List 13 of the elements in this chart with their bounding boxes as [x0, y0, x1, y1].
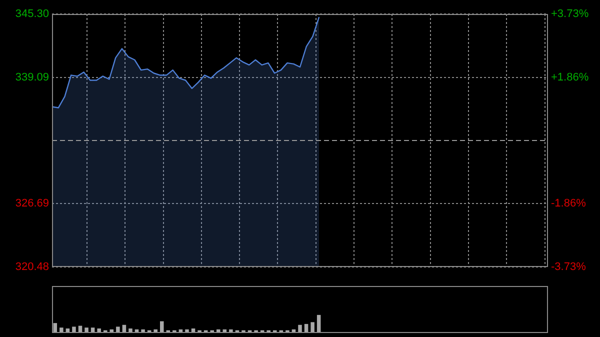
- y2-tick-label: -3.73%: [551, 261, 586, 274]
- y-tick-label: 339.09: [15, 71, 49, 84]
- y2-tick-label: +3.73%: [551, 8, 589, 20]
- bar: [116, 326, 120, 333]
- bar: [310, 322, 314, 333]
- y-tick-label: 326.69: [15, 198, 49, 210]
- bar: [72, 326, 76, 333]
- y-tick-label: 320.48: [15, 261, 49, 274]
- y-tick-label: 345.30: [15, 8, 49, 20]
- bar: [298, 324, 302, 333]
- bar: [160, 321, 164, 333]
- y2-tick-label: +1.86%: [551, 71, 589, 84]
- y2-tick-label: -1.86%: [551, 198, 586, 210]
